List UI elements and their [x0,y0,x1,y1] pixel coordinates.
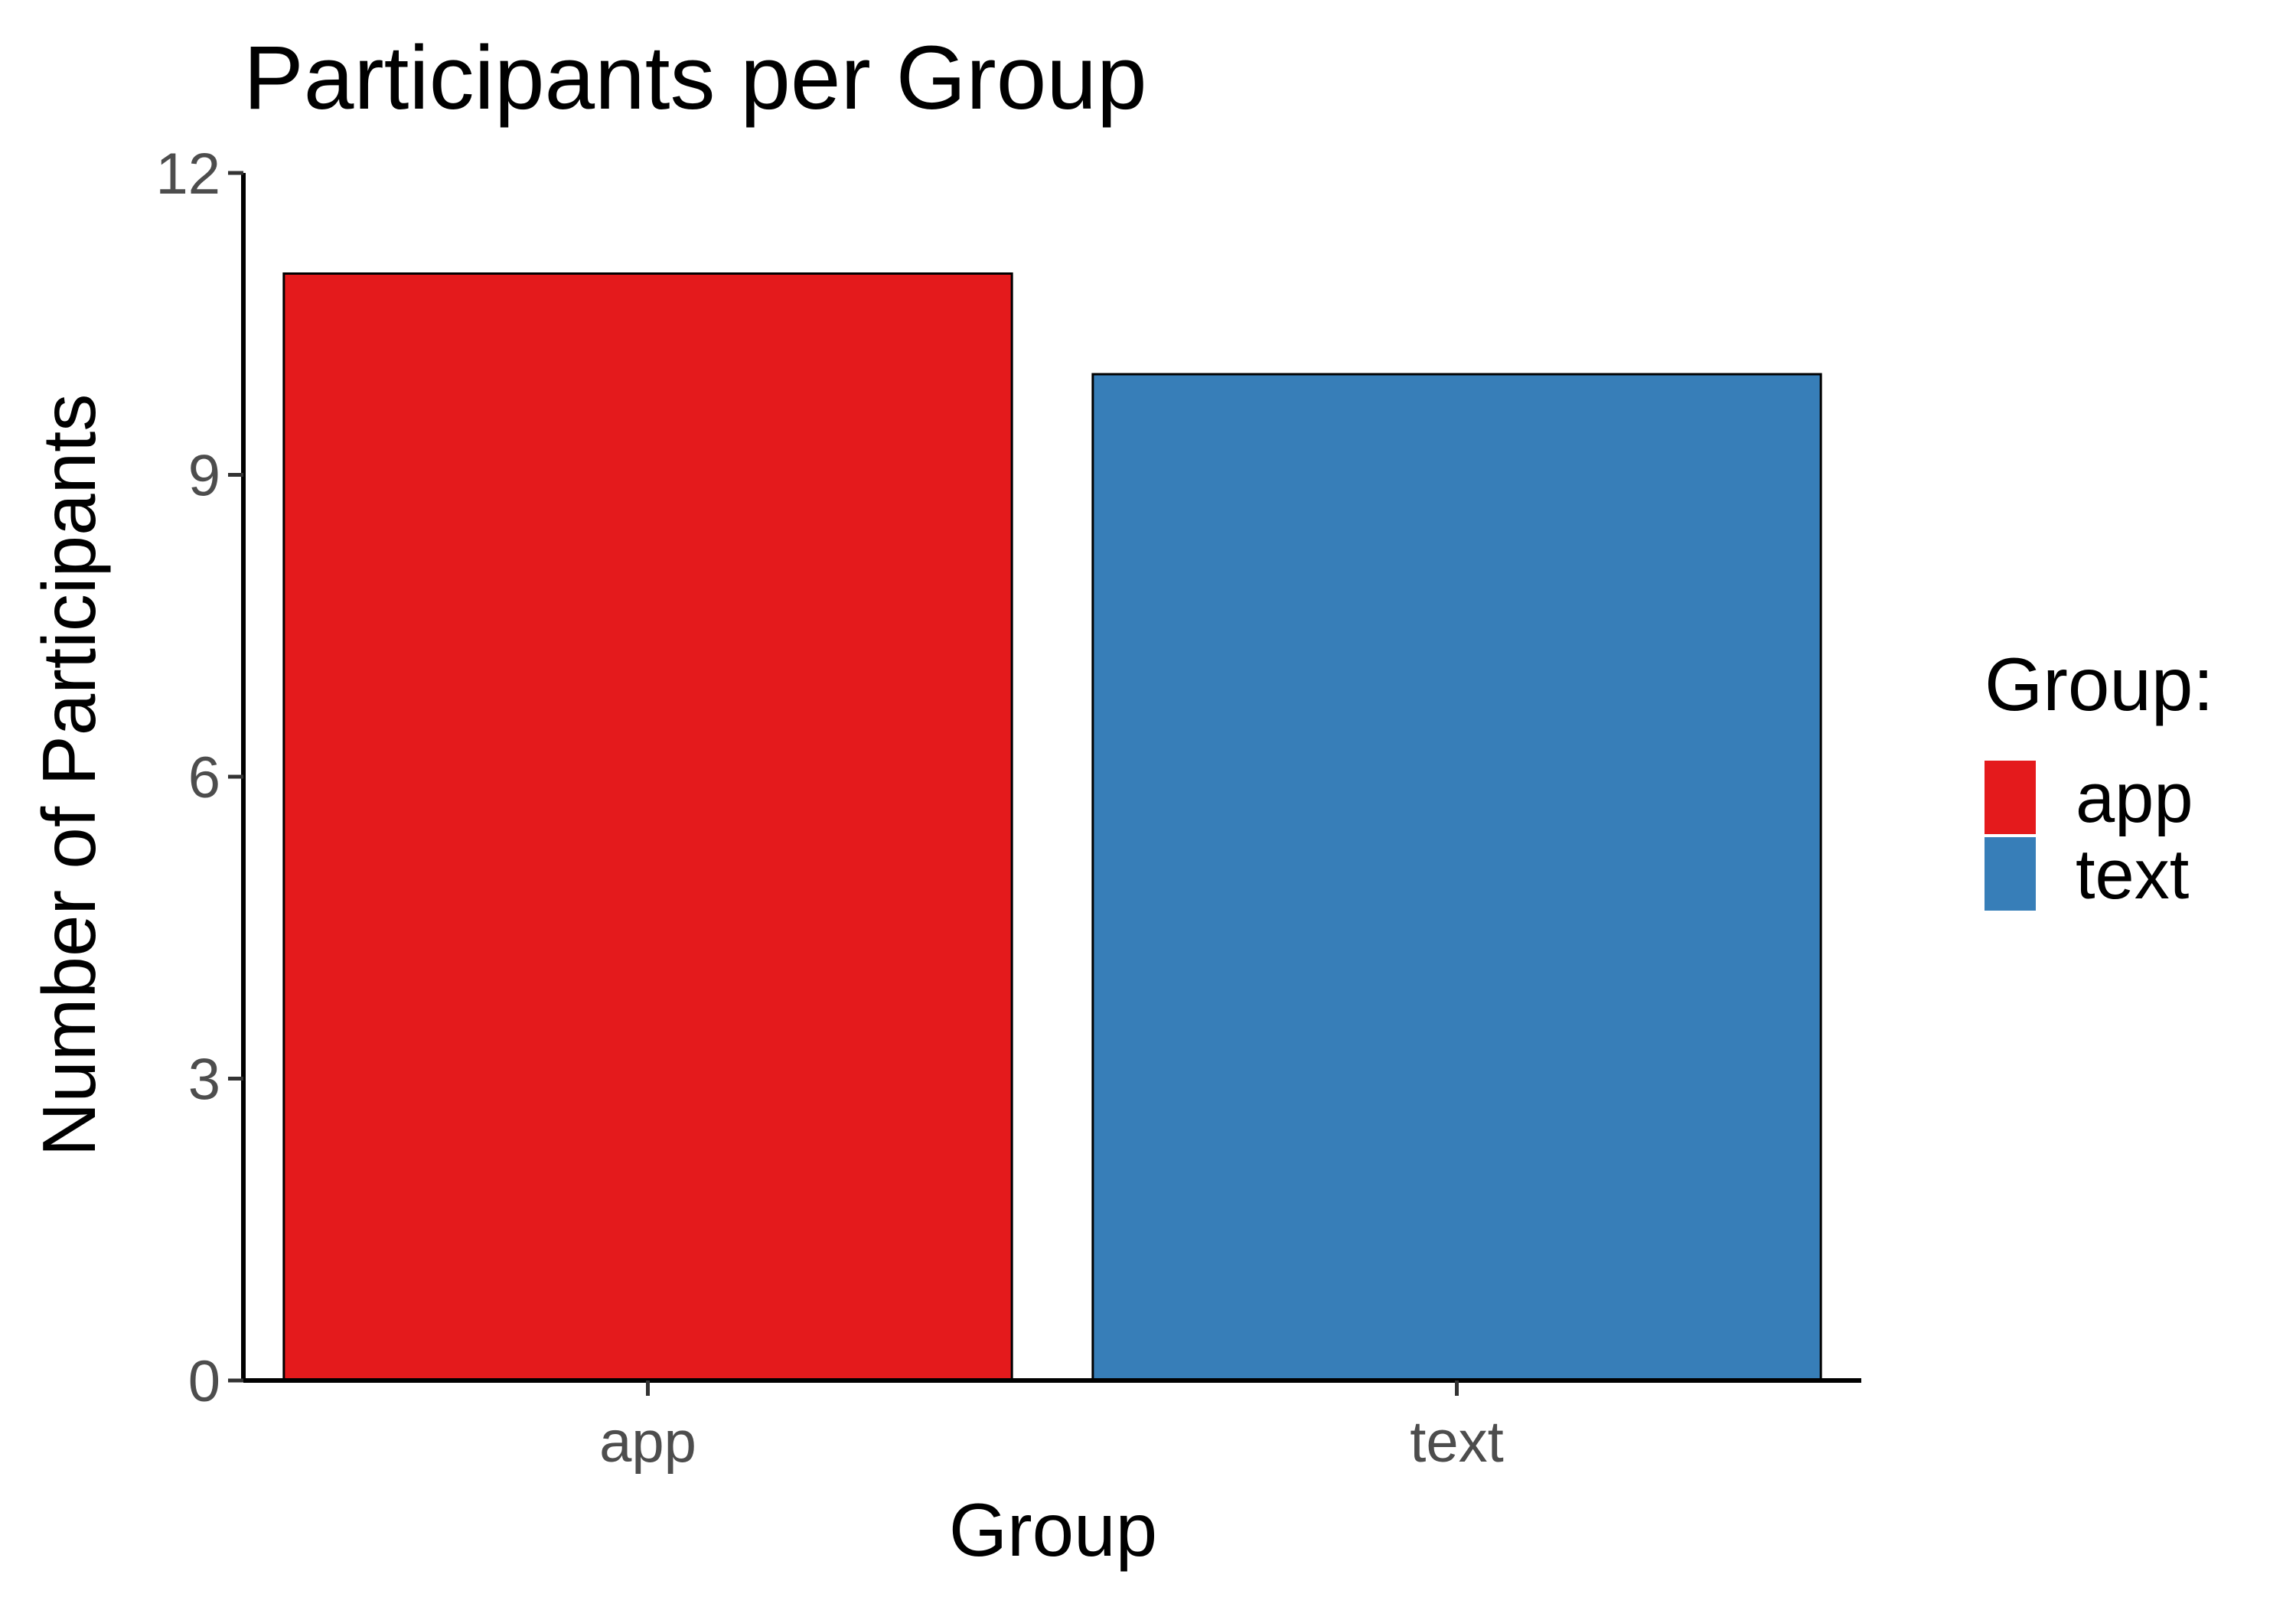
bar-app [282,272,1013,1382]
chart-title: Participants per Group [243,28,1147,129]
y-tick-label: 6 [188,745,220,810]
legend-key-text [1985,837,2036,911]
legend-key-app [1985,761,2036,834]
y-tick-label: 12 [155,142,220,207]
bars-group [282,272,1822,1382]
x-axis: app text [243,1378,1861,1475]
y-axis: 0 3 6 9 12 [155,142,246,1414]
y-tick-label: 3 [188,1048,220,1113]
y-axis-title: Number of Participants [27,394,111,1157]
y-tick-label: 9 [188,444,220,509]
legend-label-text: text [2076,836,2189,914]
bar-text [1091,373,1822,1382]
x-tick-label-app: app [599,1410,696,1475]
y-tick-label: 0 [188,1349,220,1414]
x-tick-label-text: text [1410,1410,1504,1475]
legend-label-app: app [2076,759,2193,837]
x-axis-title: Group [949,1488,1157,1572]
legend-title: Group: [1985,642,2214,726]
